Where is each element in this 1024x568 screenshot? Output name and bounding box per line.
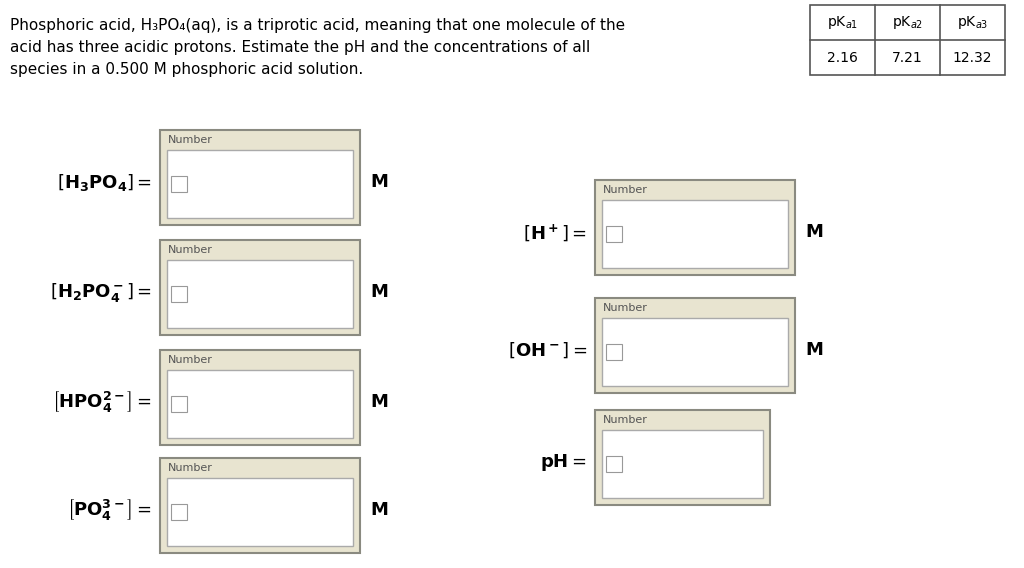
Text: $\mathbf{pH} =$: $\mathbf{pH} =$ xyxy=(541,452,587,473)
Bar xyxy=(606,226,622,242)
Text: acid has three acidic protons. Estimate the pH and the concentrations of all: acid has three acidic protons. Estimate … xyxy=(10,40,590,55)
Text: 12.32: 12.32 xyxy=(952,51,992,65)
Bar xyxy=(167,370,353,438)
Bar xyxy=(595,298,795,393)
Bar xyxy=(171,504,187,520)
Text: Number: Number xyxy=(168,245,213,255)
Bar xyxy=(602,430,763,498)
Text: Number: Number xyxy=(603,415,648,425)
Text: Number: Number xyxy=(168,135,213,145)
Text: M: M xyxy=(805,341,823,359)
Bar xyxy=(606,456,622,472)
Text: $\left[\mathbf{H^+}\right] =$: $\left[\mathbf{H^+}\right] =$ xyxy=(523,222,587,243)
Text: Number: Number xyxy=(603,185,648,195)
Text: M: M xyxy=(370,501,388,519)
Bar xyxy=(160,350,360,445)
Text: $\left[\mathbf{OH^-}\right] =$: $\left[\mathbf{OH^-}\right] =$ xyxy=(508,340,587,360)
Bar xyxy=(167,150,353,218)
Bar xyxy=(171,396,187,412)
Bar xyxy=(810,5,1005,75)
Text: pK$_{a3}$: pK$_{a3}$ xyxy=(956,14,988,31)
Bar xyxy=(602,200,788,268)
Bar xyxy=(167,478,353,546)
Text: M: M xyxy=(370,173,388,191)
Text: $\left[\mathbf{H_3PO_4}\right] =$: $\left[\mathbf{H_3PO_4}\right] =$ xyxy=(57,172,152,193)
Text: 2.16: 2.16 xyxy=(827,51,858,65)
Text: $\left[\mathbf{HPO_4^{2-}}\right] =$: $\left[\mathbf{HPO_4^{2-}}\right] =$ xyxy=(52,390,152,415)
Text: 7.21: 7.21 xyxy=(892,51,923,65)
Bar xyxy=(602,318,788,386)
Bar xyxy=(160,458,360,553)
Bar xyxy=(167,260,353,328)
Bar xyxy=(595,180,795,275)
Text: Number: Number xyxy=(603,303,648,313)
Text: M: M xyxy=(805,223,823,241)
Bar xyxy=(171,286,187,302)
Bar xyxy=(160,130,360,225)
Bar xyxy=(606,344,622,360)
Bar xyxy=(171,176,187,192)
Text: $\left[\mathbf{H_2PO_4^-}\right] =$: $\left[\mathbf{H_2PO_4^-}\right] =$ xyxy=(50,281,152,304)
Text: pK$_{a1}$: pK$_{a1}$ xyxy=(826,14,858,31)
Text: $\left[\mathbf{PO_4^{3-}}\right] =$: $\left[\mathbf{PO_4^{3-}}\right] =$ xyxy=(68,498,152,523)
Text: M: M xyxy=(370,393,388,411)
Text: pK$_{a2}$: pK$_{a2}$ xyxy=(892,14,923,31)
Text: M: M xyxy=(370,283,388,301)
Bar xyxy=(595,410,770,505)
Text: Phosphoric acid, H₃PO₄(aq), is a triprotic acid, meaning that one molecule of th: Phosphoric acid, H₃PO₄(aq), is a triprot… xyxy=(10,18,625,33)
Bar xyxy=(160,240,360,335)
Text: Number: Number xyxy=(168,463,213,473)
Text: Number: Number xyxy=(168,355,213,365)
Text: species in a 0.500 M phosphoric acid solution.: species in a 0.500 M phosphoric acid sol… xyxy=(10,62,364,77)
